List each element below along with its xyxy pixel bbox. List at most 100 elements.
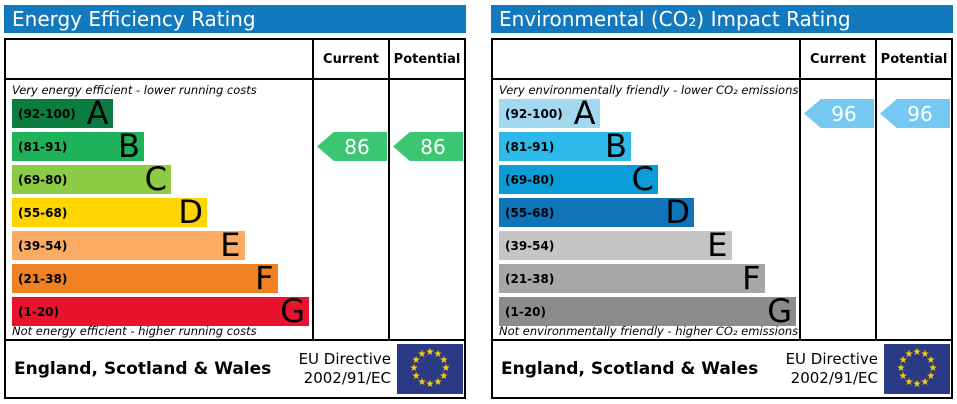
band-b: (81-91) B bbox=[499, 127, 631, 165]
band-letter: A bbox=[86, 94, 109, 132]
eu-flag-star: ★ bbox=[441, 363, 451, 374]
band-g: (1-20) G bbox=[12, 295, 309, 327]
potential-column-header: Potential bbox=[875, 40, 951, 80]
current-rating-arrow: 86 bbox=[317, 132, 387, 161]
eu-flag-star: ★ bbox=[896, 363, 906, 374]
band-letter: E bbox=[220, 226, 241, 264]
band-letter: G bbox=[767, 292, 792, 330]
region-label: England, Scotland & Wales bbox=[501, 359, 759, 379]
band-d: (55-68) D bbox=[12, 193, 207, 231]
band-range: (69-80) bbox=[18, 172, 68, 187]
band-range: (92-100) bbox=[18, 106, 76, 121]
co2-band-chart: Very environmentally friendly - lower CO… bbox=[493, 80, 799, 339]
eu-flag-star: ★ bbox=[926, 355, 936, 366]
band-c: (69-80) C bbox=[12, 160, 171, 198]
potential-column-header: Potential bbox=[388, 40, 464, 80]
eu-flag-star: ★ bbox=[433, 376, 443, 388]
current-value-cell: 86 bbox=[312, 80, 388, 339]
band-letter: A bbox=[573, 94, 596, 132]
band-g: (1-20) G bbox=[499, 292, 796, 330]
band-letter: D bbox=[665, 193, 690, 231]
eu-flag-star: ★ bbox=[920, 376, 930, 388]
potential-value-cell: 96 bbox=[875, 80, 951, 339]
band-f: (21-38) F bbox=[12, 259, 278, 297]
bottom-caption: Not energy efficient - higher running co… bbox=[12, 324, 257, 338]
band-letter: B bbox=[118, 127, 140, 165]
top-caption: Very energy efficient - lower running co… bbox=[12, 83, 257, 97]
band-range: (81-91) bbox=[505, 139, 555, 154]
band-b: (81-91) B bbox=[12, 127, 144, 165]
eu-flag-star: ★ bbox=[904, 349, 914, 361]
bottom-caption: Not environmentally friendly - higher CO… bbox=[499, 324, 799, 338]
current-value-cell: 96 bbox=[799, 80, 875, 339]
current-column-header: Current bbox=[312, 40, 388, 80]
band-range: (21-38) bbox=[18, 271, 68, 286]
panel-title: Energy Efficiency Rating bbox=[4, 5, 466, 33]
eu-flag-star: ★ bbox=[912, 347, 922, 358]
band-a: (92-100) A bbox=[12, 94, 113, 132]
eu-flag-star: ★ bbox=[417, 349, 427, 361]
eu-flag-star: ★ bbox=[409, 363, 419, 374]
eu-flag-star: ★ bbox=[898, 371, 908, 382]
energy-band-chart: Very energy efficient - lower running co… bbox=[6, 80, 312, 339]
co2-rating-table: Current Potential Very environmentally f… bbox=[491, 38, 953, 341]
eu-flag-star: ★ bbox=[904, 376, 914, 388]
potential-rating-arrow: 96 bbox=[880, 99, 950, 128]
band-range: (1-20) bbox=[18, 304, 59, 319]
eu-directive-line1: EU Directive bbox=[785, 350, 878, 369]
eu-flag-star: ★ bbox=[439, 371, 449, 382]
eu-flag-star: ★ bbox=[928, 363, 938, 374]
empty-header-cell bbox=[493, 40, 799, 80]
band-range: (92-100) bbox=[505, 106, 563, 121]
eu-flag-star: ★ bbox=[898, 355, 908, 366]
band-a: (92-100) A bbox=[499, 94, 600, 132]
eu-flag-star: ★ bbox=[417, 376, 427, 388]
eu-flag-icon: ★ ★ ★ ★ ★ ★ ★ ★ ★ ★ ★ ★ bbox=[884, 344, 950, 394]
band-letter: B bbox=[605, 127, 627, 165]
energy-rating-table: Current Potential Very energy efficient … bbox=[4, 38, 466, 341]
current-rating-arrow: 96 bbox=[804, 99, 874, 128]
panel-title: Environmental (CO₂) Impact Rating bbox=[491, 5, 953, 33]
band-range: (21-38) bbox=[505, 271, 555, 286]
band-letter: C bbox=[144, 160, 167, 198]
band-range: (55-68) bbox=[18, 205, 68, 220]
eu-directive-label: EU Directive 2002/91/EC bbox=[786, 350, 878, 388]
band-f: (21-38) F bbox=[499, 259, 765, 297]
band-range: (39-54) bbox=[505, 238, 555, 253]
band-range: (1-20) bbox=[505, 304, 546, 319]
eu-flag-icon: ★ ★ ★ ★ ★ ★ ★ ★ ★ ★ ★ ★ bbox=[397, 344, 463, 394]
eu-directive-line1: EU Directive bbox=[298, 350, 391, 369]
band-letter: F bbox=[742, 259, 761, 297]
eu-flag-star: ★ bbox=[926, 371, 936, 382]
band-range: (55-68) bbox=[505, 205, 555, 220]
band-range: (81-91) bbox=[18, 139, 68, 154]
environmental-impact-panel: Environmental (CO₂) Impact Rating Curren… bbox=[491, 5, 953, 399]
eu-flag-star: ★ bbox=[425, 379, 435, 390]
empty-header-cell bbox=[6, 40, 312, 80]
region-label: England, Scotland & Wales bbox=[14, 359, 272, 379]
panel-footer: England, Scotland & Wales EU Directive 2… bbox=[491, 339, 953, 399]
eu-directive-label: EU Directive 2002/91/EC bbox=[299, 350, 391, 388]
band-letter: F bbox=[255, 259, 274, 297]
band-letter: C bbox=[631, 160, 654, 198]
eu-flag-star: ★ bbox=[425, 347, 435, 358]
band-e: (39-54) E bbox=[499, 226, 732, 264]
band-letter: D bbox=[178, 193, 203, 231]
eu-flag-star: ★ bbox=[433, 349, 443, 361]
band-range: (39-54) bbox=[18, 238, 68, 253]
potential-rating-arrow: 86 bbox=[393, 132, 463, 161]
band-e: (39-54) E bbox=[12, 226, 245, 264]
eu-flag-star: ★ bbox=[920, 349, 930, 361]
band-range: (69-80) bbox=[505, 172, 555, 187]
top-caption: Very environmentally friendly - lower CO… bbox=[499, 83, 799, 97]
band-letter: E bbox=[707, 226, 728, 264]
band-c: (69-80) C bbox=[499, 160, 658, 198]
eu-flag-star: ★ bbox=[411, 371, 421, 382]
current-column-header: Current bbox=[799, 40, 875, 80]
band-d: (55-68) D bbox=[499, 193, 694, 231]
panel-footer: England, Scotland & Wales EU Directive 2… bbox=[4, 339, 466, 399]
energy-efficiency-panel: Energy Efficiency Rating Current Potenti… bbox=[4, 5, 466, 399]
eu-flag-star: ★ bbox=[411, 355, 421, 366]
potential-value-cell: 86 bbox=[388, 80, 464, 339]
eu-flag-star: ★ bbox=[912, 379, 922, 390]
